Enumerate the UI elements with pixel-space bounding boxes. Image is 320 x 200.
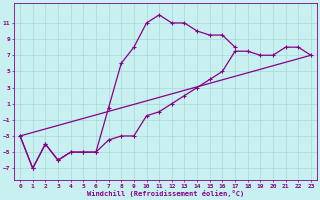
X-axis label: Windchill (Refroidissement éolien,°C): Windchill (Refroidissement éolien,°C) bbox=[87, 190, 244, 197]
